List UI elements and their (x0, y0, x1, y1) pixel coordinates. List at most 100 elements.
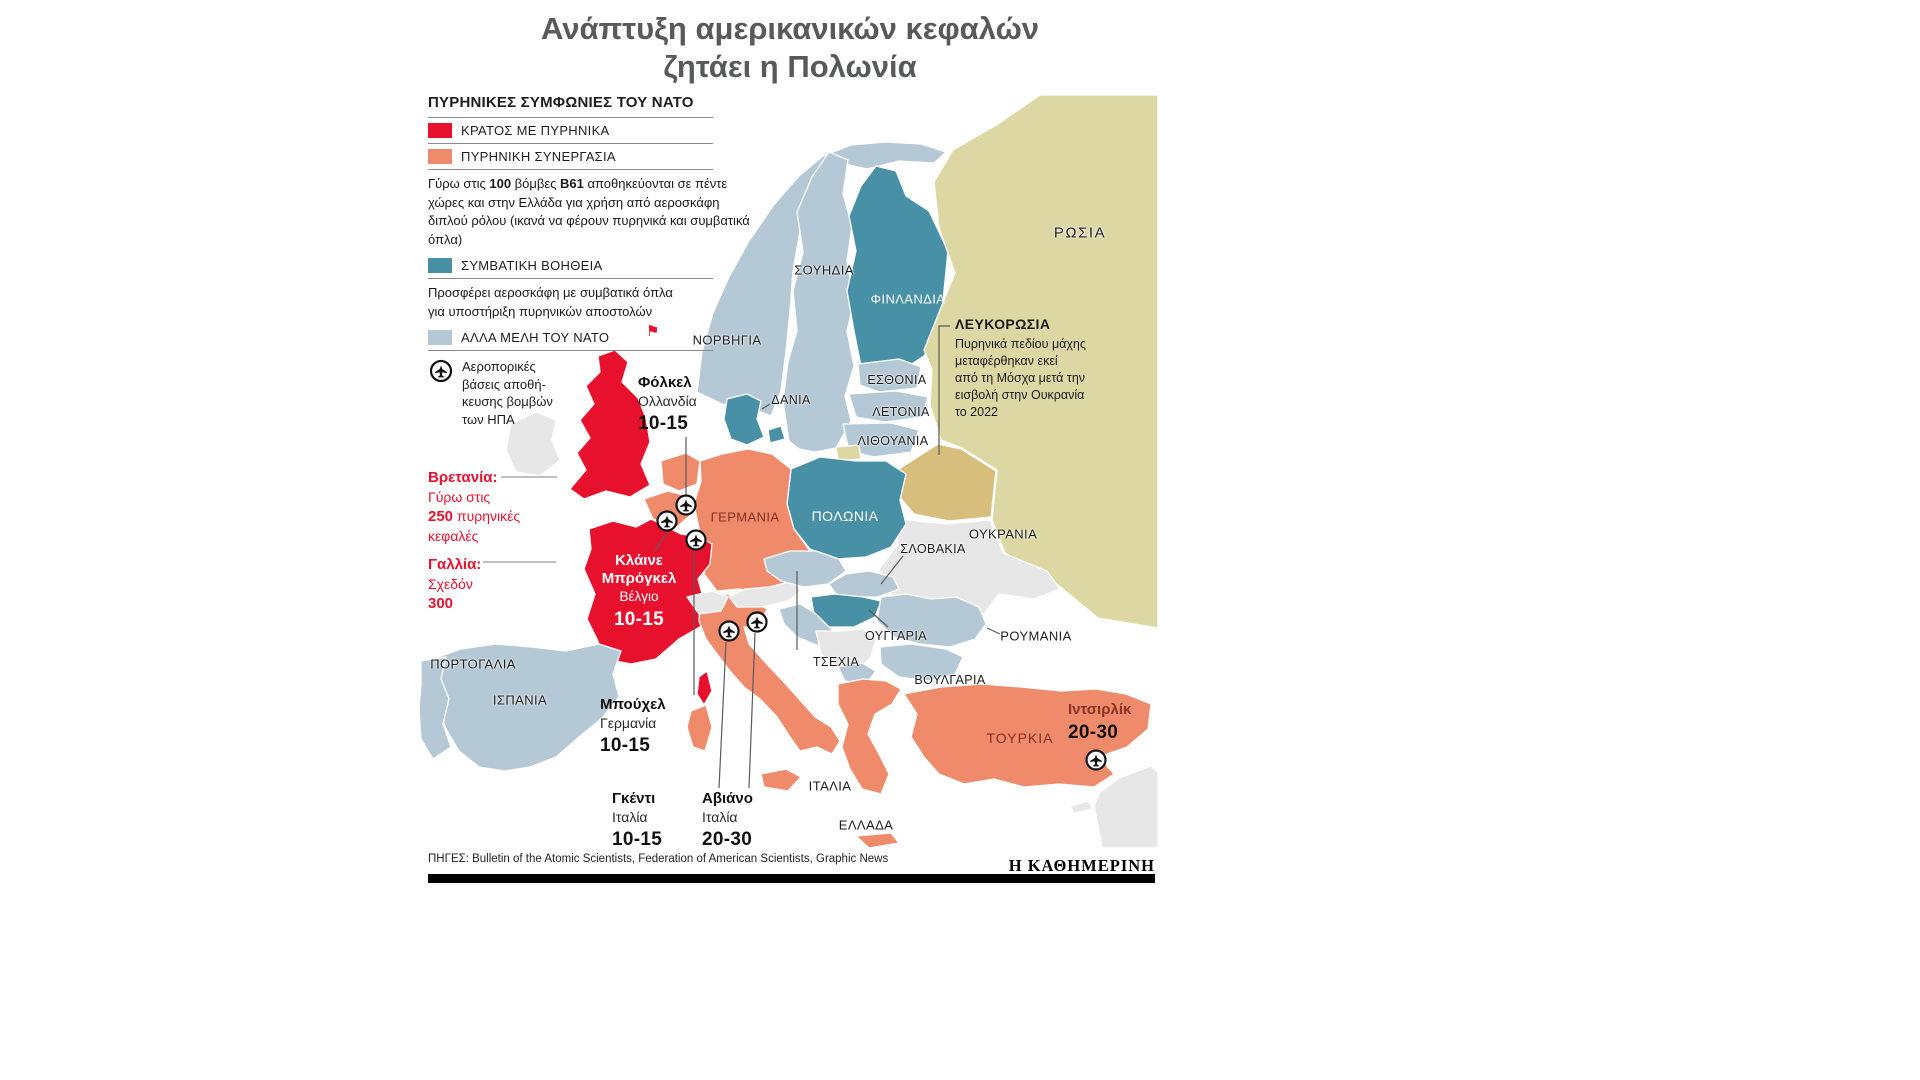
leader-line-ghedi (718, 641, 727, 789)
nuclear-sharing-note: Γύρω στις 100 βόμβες B61 αποθηκεύονται σ… (428, 170, 750, 253)
other-nato-label: ΑΛΛΑ ΜΕΛΗ ΤΟΥ ΝΑΤΟ (461, 330, 610, 345)
legend-row-other-nato: ΑΛΛΑ ΜΕΛΗ ΤΟΥ ΝΑΤΟ ⚑ (428, 323, 713, 351)
volkel-count: 10-15 (638, 413, 689, 434)
aviano-country: Ιταλία (702, 809, 738, 825)
page-title-line2: ζητάει η Πολωνία (663, 49, 917, 84)
country-label-turkey: ΤΟΥΡΚΙΑ (986, 730, 1054, 746)
volkel-country: Ολλανδία (638, 393, 697, 409)
country-russia (923, 94, 1159, 629)
country-label-czechia: ΤΣΕΧΙΑ (812, 655, 860, 669)
country-estonia (857, 358, 922, 393)
airbase-legend-icon (429, 359, 453, 383)
country-finland (846, 165, 949, 373)
aviano-city: Αβιάνο (702, 790, 753, 807)
aviano-count: 20-30 (702, 829, 753, 850)
incirlik-city: Ιντσιρλίκ (1068, 701, 1132, 718)
country-label-hungary: ΟΥΓΓΑΡΙΑ (865, 629, 927, 643)
sharing-note-bomb-type: B61 (560, 176, 584, 191)
sharing-note-text: Γύρω στις (428, 176, 490, 191)
conventional-label: ΣΥΜΒΑΤΙΚΗ ΒΟΗΘΕΙΑ (461, 258, 603, 273)
country-label-estonia: ΕΣΘΟΝΙΑ (867, 373, 927, 387)
legend-row-conventional: ΣΥΜΒΑΤΙΚΗ ΒΟΗΘΕΙΑ (428, 253, 713, 279)
belarus-note-l1: Πυρηνικά πεδίου μάχης (955, 337, 1086, 351)
europe-map (420, 94, 1159, 849)
britain-note-line2: 250 πυρηνικές (428, 507, 520, 527)
country-ireland (505, 411, 561, 477)
country-norway (696, 141, 947, 417)
country-austria (728, 580, 802, 608)
country-label-slovakia: ΣΛΟΒΑΚΙΑ (900, 542, 966, 556)
country-label-ukraine: ΟΥΚΡΑΝΙΑ (968, 526, 1038, 542)
base-note-volkel: Φόλκελ Ολλανδία 10-15 (638, 374, 697, 436)
airbase-legend-l1: Αεροπορικές (462, 359, 536, 374)
country-sweden (782, 151, 855, 453)
country-label-poland: ΠΟΛΩΝΙΑ (811, 508, 879, 524)
base-note-aviano: Αβιάνο Ιταλία 20-30 (702, 790, 753, 852)
country-denmark (723, 393, 765, 446)
belarus-note-l5: το 2022 (955, 405, 998, 419)
ghedi-country: Ιταλία (612, 809, 648, 825)
country-crete (855, 832, 900, 849)
country-label-bulgaria: ΒΟΥΛΓΑΡΙΑ (914, 673, 986, 687)
airbase-legend-text: Αεροπορικές βάσεις αποθή- κευσης βομβών … (462, 358, 553, 428)
nuclear-sharing-swatch (428, 149, 452, 164)
country-belarus (896, 443, 997, 522)
nuclear-state-swatch (428, 123, 452, 138)
country-corsica (696, 670, 713, 706)
leader-line-denmark (761, 403, 771, 410)
country-label-sweden: ΣΟΥΗΔΙΑ (794, 262, 854, 278)
country-label-spain: ΙΣΠΑΝΙΑ (492, 692, 548, 708)
country-label-latvia: ΛΕΤΟΝΙΑ (872, 405, 930, 419)
leader-line-hungary (868, 609, 889, 628)
country-greece (837, 678, 902, 795)
legend-row-nuclear-state: ΚΡΑΤΟΣ ΜΕ ΠΥΡΗΝΙΚΑ (428, 118, 713, 144)
country-label-russia: ΡΩΣΙΑ (1053, 224, 1107, 242)
france-warhead-count: 300 (428, 595, 454, 612)
belarus-note-l4: εισβολή στην Ουκρανία (955, 388, 1085, 402)
ghedi-count: 10-15 (612, 829, 663, 850)
airbase-icon-aviano (746, 611, 768, 633)
conventional-note: Προσφέρει αεροσκάφη με συμβατικά όπλα γι… (428, 285, 673, 319)
country-latvia (848, 390, 929, 423)
country-denmark-island (767, 425, 786, 444)
airbase-legend: Αεροπορικές βάσεις αποθή- κευσης βομβών … (428, 358, 713, 428)
airbase-icon-volkel (675, 494, 697, 516)
page-title: Ανάπτυξη αμερικανικών κεφαλών ζητάει η Π… (420, 10, 1160, 86)
belarus-note-l3: από τη Μόσχα μετά την (955, 371, 1086, 385)
country-sicily (760, 768, 802, 792)
britain-warhead-count: 250 (428, 508, 454, 525)
country-label-germany: ΓΕΡΜΑΝΙΑ (710, 509, 780, 525)
france-warheads-note: Γαλλία: Σχεδόν 300 (428, 555, 481, 614)
footer-bar (428, 874, 1155, 883)
page-title-line1: Ανάπτυξη αμερικανικών κεφαλών (540, 11, 1039, 46)
publisher-logo: Η ΚΑΘΗΜΕΡΙΝΗ (1008, 856, 1155, 875)
base-note-ghedi: Γκέντι Ιταλία 10-15 (612, 790, 662, 852)
country-kaliningrad (835, 444, 862, 462)
country-label-portugal: ΠΟΡΤΟΓΑΛΙΑ (430, 656, 516, 672)
country-bulgaria (879, 643, 964, 682)
airbase-legend-l2: βάσεις αποθή- (462, 376, 546, 392)
country-label-finland: ΦΙΝΛΑΝΔΙΑ (870, 291, 946, 307)
country-sardinia (686, 704, 713, 752)
country-czechia (763, 550, 847, 588)
other-nato-swatch (428, 330, 452, 345)
britain-note-title: Βρετανία: (428, 469, 498, 486)
airbase-icon-buchel (685, 529, 707, 551)
country-spain (428, 643, 622, 772)
airbase-legend-l3: κευσης βομβών (462, 394, 553, 409)
incirlik-count: 20-30 (1068, 722, 1119, 743)
country-cyprus (1069, 800, 1094, 814)
volkel-city: Φόλκελ (638, 374, 692, 391)
kleine-brogel-country: Βέλγιο (619, 589, 659, 604)
buchel-country: Γερμανία (600, 715, 657, 731)
leader-line-slovakia (880, 555, 904, 585)
country-portugal (420, 656, 452, 760)
conventional-swatch (428, 258, 452, 273)
country-serbia (815, 628, 877, 672)
country-label-denmark: ΔΑΝΙΑ (771, 393, 811, 407)
belarus-note: ΛΕΥΚΟΡΩΣΙΑ Πυρηνικά πεδίου μάχης μεταφέρ… (955, 316, 1125, 421)
legend-header: ΠΥΡΗΝΙΚΕΣ ΣΥΜΦΩΝΙΕΣ ΤΟΥ ΝΑΤΟ (428, 94, 713, 118)
nuclear-state-label: ΚΡΑΤΟΣ ΜΕ ΠΥΡΗΝΙΚΑ (461, 123, 610, 138)
britain-note-line3: κεφαλές (428, 527, 479, 544)
country-label-romania: ΡΟΥΜΑΝΙΑ (1000, 628, 1072, 644)
